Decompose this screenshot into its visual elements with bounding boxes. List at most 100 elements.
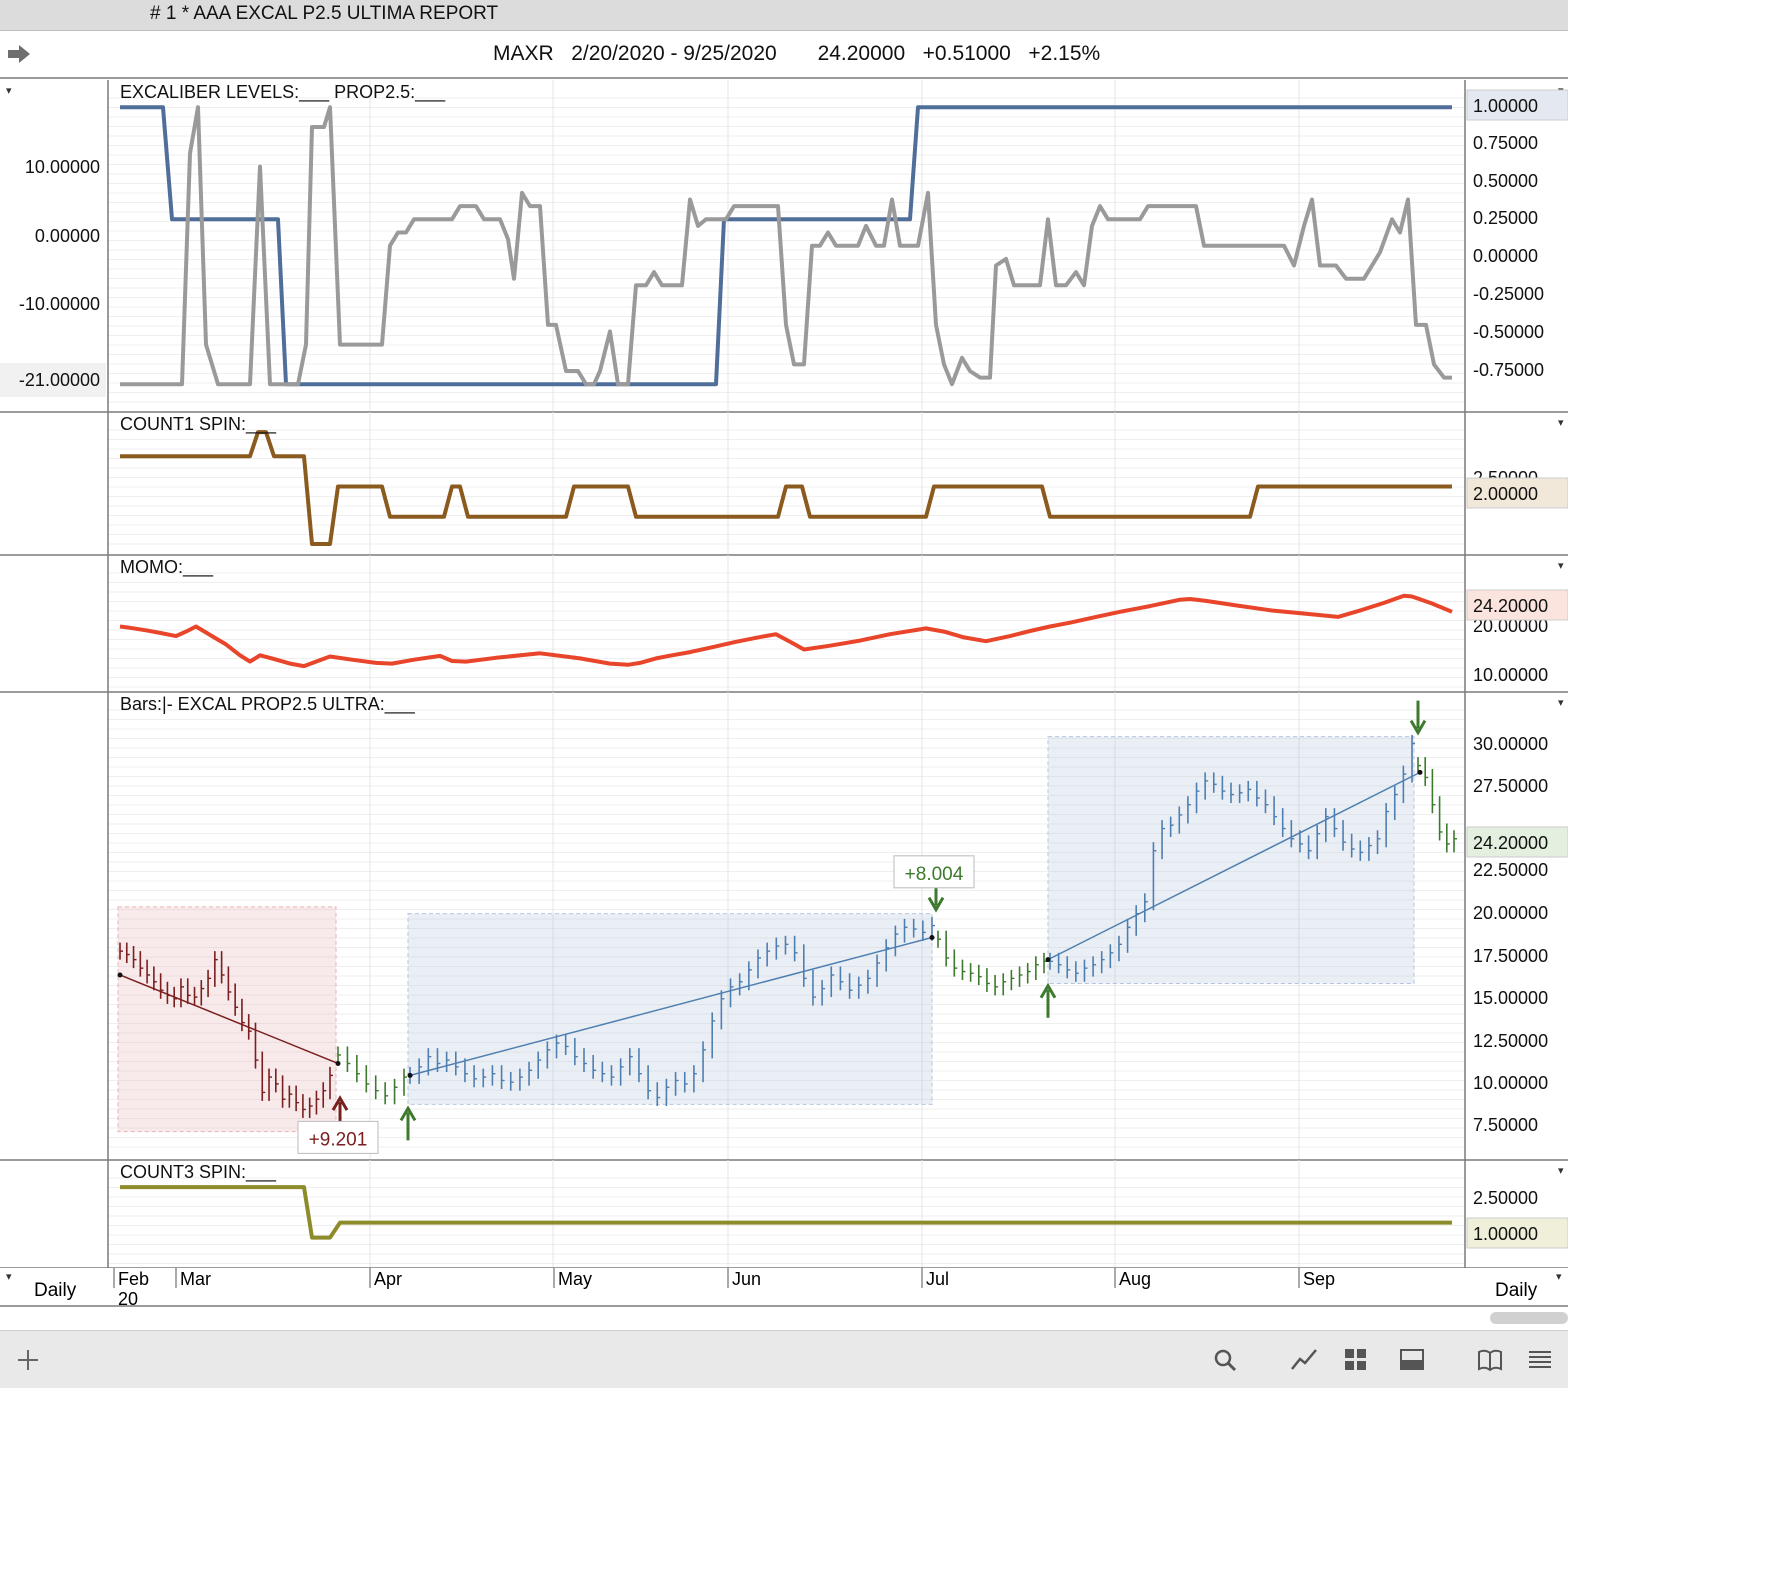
- right-tick-label: 0.25000: [1473, 208, 1538, 228]
- right-current-value: 24.20000: [1473, 596, 1548, 616]
- right-current-value: 24.20000: [1473, 833, 1548, 853]
- right-current-value-box: [1466, 1217, 1568, 1249]
- range-box: [407, 913, 933, 1105]
- panel-menu-icon[interactable]: ▾: [1558, 417, 1564, 429]
- quote-header: MAXR 2/20/2020 - 9/25/2020 24.20000 +0.5…: [0, 31, 1568, 79]
- range-box: [117, 906, 337, 1133]
- menu-icon[interactable]: [1526, 1347, 1554, 1373]
- trend-line: [1047, 771, 1421, 961]
- left-tick-label: 10.00000: [25, 157, 100, 177]
- year-label: 20: [118, 1289, 138, 1309]
- search-icon[interactable]: [1212, 1347, 1240, 1373]
- right-tick-label: -0.50000: [1473, 322, 1544, 342]
- month-label: Jun: [732, 1269, 761, 1289]
- arrow-up-icon: [1039, 982, 1057, 1018]
- gain-label-box: [893, 855, 975, 889]
- x-axis-bg: [0, 1268, 1568, 1330]
- right-tick-label: 0.75000: [1473, 133, 1538, 153]
- panel-menu-icon[interactable]: ▾: [1558, 1165, 1564, 1177]
- period-menu-icon[interactable]: ▾: [6, 1271, 12, 1283]
- chart-area[interactable]: ▾ ▾ ▾ ▾ ▾ ▾ EXCALIBER LEVELS:___ PROP2.5:___ 10…: [0, 0, 1568, 1330]
- left-current-box: [0, 363, 106, 397]
- window-titlebar: # 1 * AAA EXCAL P2.5 ULTIMA REPORT: [0, 0, 1568, 31]
- left-current-value: -21.00000: [19, 370, 100, 390]
- panel-menu-icon[interactable]: ▾: [1558, 697, 1564, 709]
- right-tick-label: 20.00000: [1473, 903, 1548, 923]
- month-label: Feb: [118, 1269, 149, 1289]
- trend-end-dot: [1417, 769, 1423, 775]
- right-tick-label: -0.25000: [1473, 284, 1544, 304]
- bottom-toolbar: [0, 1330, 1568, 1388]
- right-current-value: 2.00000: [1473, 484, 1538, 504]
- arrow-up-icon: [399, 1105, 417, 1141]
- right-tick-label: 15.00000: [1473, 988, 1548, 1008]
- panel-menu-icon[interactable]: ▾: [1558, 560, 1564, 572]
- trend-start-dot: [1045, 957, 1051, 963]
- panel-menu-icon[interactable]: ▾: [6, 85, 12, 97]
- panel-icon[interactable]: [1398, 1347, 1426, 1373]
- grid-icon[interactable]: [1342, 1347, 1370, 1373]
- right-current-value: 1.00000: [1473, 96, 1538, 116]
- right-tick-label: 12.50000: [1473, 1031, 1548, 1051]
- left-tick-label: 0.00000: [35, 226, 100, 246]
- right-tick-label: 10.00000: [1473, 1073, 1548, 1093]
- window-title: # 1 * AAA EXCAL P2.5 ULTIMA REPORT: [150, 3, 499, 24]
- period-left[interactable]: Daily: [34, 1280, 77, 1301]
- right-current-value-box: [1466, 589, 1568, 621]
- series-line: [120, 1185, 1452, 1240]
- pct-change: +2.15%: [1028, 42, 1101, 65]
- month-label: Sep: [1303, 1269, 1335, 1289]
- right-current-value-box: [1466, 826, 1568, 858]
- trend-end-dot: [929, 935, 935, 941]
- symbol: MAXR: [493, 42, 554, 65]
- right-current-value-box: [1466, 89, 1568, 121]
- series-line: [120, 430, 1452, 546]
- panel-title: Bars:|- EXCAL PROP2.5 ULTRA:___: [120, 694, 416, 715]
- arrow-right-icon[interactable]: [6, 43, 32, 65]
- panel-title: COUNT1 SPIN:___: [120, 414, 277, 435]
- right-tick-label: 27.50000: [1473, 776, 1548, 796]
- trend-line: [119, 974, 339, 1065]
- gain-label-box: [297, 1120, 379, 1154]
- right-tick-label: 0.50000: [1473, 171, 1538, 191]
- right-current-value-box: [1466, 477, 1568, 509]
- right-tick-label: 20.00000: [1473, 616, 1548, 636]
- panel-title: MOMO:___: [120, 557, 214, 578]
- right-tick-label: -0.75000: [1473, 360, 1544, 380]
- left-tick-label: -10.00000: [19, 294, 100, 314]
- series-line: [120, 105, 1452, 387]
- arrow-down-icon: [1409, 700, 1427, 736]
- right-tick-label: 22.50000: [1473, 860, 1548, 880]
- book-icon[interactable]: [1476, 1347, 1504, 1373]
- scrollbar-thumb[interactable]: [1490, 1312, 1568, 1324]
- period-right[interactable]: Daily: [1495, 1280, 1538, 1301]
- trend-line: [409, 936, 933, 1077]
- month-label: Mar: [180, 1269, 211, 1289]
- panel-title: EXCALIBER LEVELS:___ PROP2.5:___: [120, 82, 446, 103]
- series-line: [120, 105, 1452, 387]
- month-label: Jul: [926, 1269, 949, 1289]
- range-box: [1047, 736, 1415, 984]
- right-tick-label: 0.00000: [1473, 246, 1538, 266]
- gain-label: +9.201: [309, 1129, 368, 1150]
- month-label: Aug: [1119, 1269, 1151, 1289]
- period-menu-icon[interactable]: ▾: [1556, 1271, 1562, 1283]
- net-change: +0.51000: [922, 42, 1011, 65]
- gain-label: +8.004: [905, 864, 964, 885]
- right-tick-label: 17.50000: [1473, 946, 1548, 966]
- date-range: 2/20/2020 - 9/25/2020: [571, 42, 777, 65]
- trend-end-dot: [335, 1060, 341, 1066]
- last-price: 24.20000: [817, 42, 906, 65]
- right-tick-label: 30.00000: [1473, 734, 1548, 754]
- right-tick-label: 7.50000: [1473, 1115, 1538, 1135]
- plus-icon[interactable]: [14, 1347, 42, 1373]
- trend-start-dot: [407, 1072, 413, 1078]
- line-chart-icon[interactable]: [1290, 1347, 1318, 1373]
- right-current-value: 1.00000: [1473, 1224, 1538, 1244]
- panel-title: COUNT3 SPIN:___: [120, 1162, 277, 1183]
- month-label: May: [558, 1269, 592, 1289]
- month-label: Apr: [374, 1269, 402, 1289]
- right-tick-label: 2.50000: [1473, 1188, 1538, 1208]
- trend-start-dot: [117, 972, 123, 978]
- series-line: [119, 593, 1453, 669]
